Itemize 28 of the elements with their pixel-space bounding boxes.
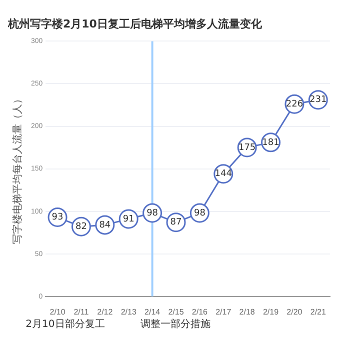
text: 2月10日部分复工 <box>26 318 105 330</box>
data-label: 144 <box>214 169 232 180</box>
data-label: 84 <box>99 220 111 230</box>
data-label: 98 <box>194 208 206 218</box>
data-label: 181 <box>262 138 280 148</box>
data-label: 175 <box>238 142 256 153</box>
data-label: 82 <box>75 222 87 232</box>
x-tick-label: 2/19 <box>262 307 280 316</box>
x-tick-label: 2/16 <box>192 307 208 316</box>
data-label: 98 <box>146 208 158 218</box>
data-label: 231 <box>310 95 327 106</box>
x-tick-label: 2/20 <box>286 307 303 316</box>
y-axis-title: 写字楼电梯平均每台人流量（人） <box>12 94 24 244</box>
x-tick-label: 2/15 <box>168 307 184 316</box>
chart-title: 杭州写字楼2月10日复工后电梯平均增多人流量变化 <box>7 17 263 30</box>
data-label: 91 <box>122 214 134 224</box>
data-label: 93 <box>52 212 64 223</box>
data-label: 87 <box>170 218 182 228</box>
x-tick-label: 2/10 <box>50 307 66 316</box>
x-tick-label: 2/11 <box>74 307 90 316</box>
data-label: 226 <box>286 99 304 110</box>
x-tick-label: 2/18 <box>239 307 256 316</box>
x-tick-label: 2/17 <box>216 307 232 316</box>
x-tick-label: 2/14 <box>144 307 161 316</box>
x-tick-label: 2/21 <box>310 307 326 316</box>
x-tick-label: 2/12 <box>97 307 114 316</box>
x-tick-label: 2/13 <box>120 307 137 316</box>
text: 调整一部分措施 <box>140 318 210 330</box>
